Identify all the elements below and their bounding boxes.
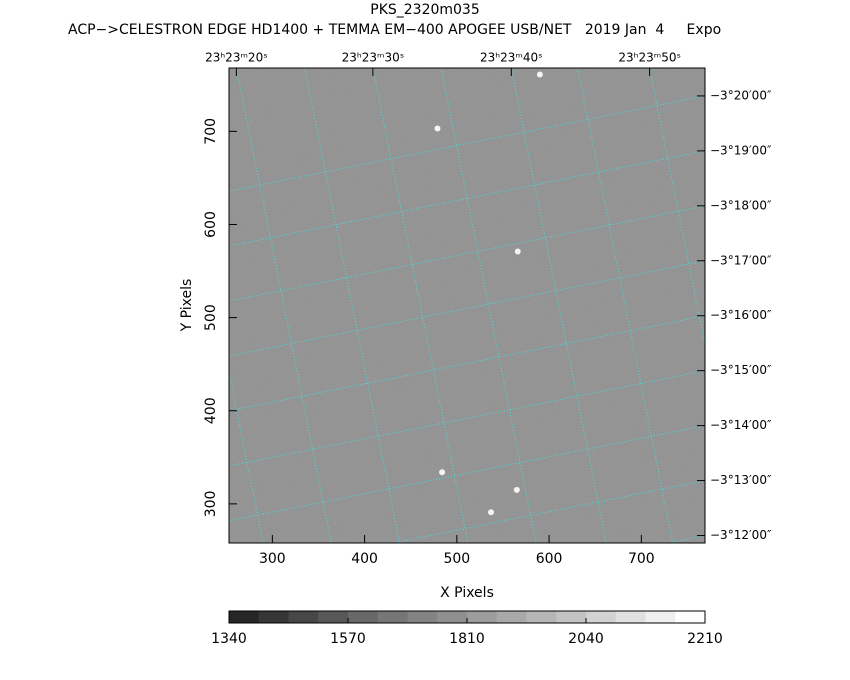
colorbar-segment — [348, 611, 379, 623]
x-tick-label: 700 — [628, 551, 655, 567]
ra-minor-grid-line — [32, 68, 127, 543]
colorbar-segment — [318, 611, 349, 623]
colorbar-segment — [496, 611, 527, 623]
source — [513, 486, 520, 493]
ra-tick-label: 23ʰ23ᵐ40ˢ — [480, 51, 543, 65]
colorbar-segment — [615, 611, 646, 623]
colorbar-segment — [526, 611, 557, 623]
colorbar-tick-label: 2040 — [568, 631, 604, 647]
colorbar-segment — [556, 611, 587, 623]
image-noise — [229, 68, 705, 543]
x-tick-label: 400 — [351, 551, 378, 567]
ra-minor-grid-line — [714, 68, 809, 543]
ra-tick-label: 23ʰ23ᵐ30ˢ — [342, 51, 405, 65]
dec-tick-label: −3°17′00″ — [710, 253, 772, 267]
chart-title: PKS_2320m035 — [370, 2, 480, 18]
ra-tick-label: 23ʰ23ᵐ20ˢ — [205, 51, 268, 65]
grid — [32, 68, 809, 543]
source — [487, 509, 494, 516]
x-tick-label: 300 — [259, 551, 286, 567]
dec-tick-label: −3°13′00″ — [710, 473, 772, 487]
y-axis-label: Y Pixels — [179, 279, 195, 333]
dec-tick-label: −3°15′00″ — [710, 363, 772, 377]
colorbar-segment — [229, 611, 260, 623]
dec-tick-label: −3°12′00″ — [710, 528, 772, 542]
x-tick-label: 600 — [536, 551, 563, 567]
dec-tick-label: −3°20′00″ — [710, 88, 772, 102]
y-tick-label: 400 — [203, 397, 219, 424]
x-tick-label: 500 — [443, 551, 470, 567]
y-tick-label: 600 — [203, 211, 219, 238]
source — [439, 469, 446, 476]
dec-tick-label: −3°19′00″ — [710, 143, 772, 157]
y-tick-label: 500 — [203, 304, 219, 331]
plot-frame — [228, 67, 706, 544]
colorbar-segment — [407, 611, 438, 623]
source — [434, 125, 441, 132]
colorbar-segment — [467, 611, 498, 623]
source — [536, 71, 543, 78]
colorbar-tick-label: 1340 — [211, 631, 247, 647]
x-axis-label: X Pixels — [440, 585, 494, 601]
colorbar-tick-label: 1810 — [449, 631, 485, 647]
colorbar-segment — [586, 611, 617, 623]
colorbar-segment — [645, 611, 676, 623]
dec-tick-label: −3°14′00″ — [710, 418, 772, 432]
source — [514, 248, 521, 255]
ra-tick-label: 23ʰ23ᵐ50ˢ — [618, 51, 681, 65]
colorbar-segment — [437, 611, 468, 623]
dec-tick-label: −3°16′00″ — [710, 308, 772, 322]
colorbar-segment — [377, 611, 408, 623]
colorbar-segment — [675, 611, 706, 623]
colorbar-tick-label: 2210 — [687, 631, 723, 647]
chart-subtitle: ACP−>CELESTRON EDGE HD1400 + TEMMA EM−40… — [68, 22, 721, 38]
colorbar-tick-label: 1570 — [330, 631, 366, 647]
y-tick-label: 700 — [203, 118, 219, 145]
dec-tick-label: −3°18′00″ — [710, 198, 772, 212]
colorbar-segment — [258, 611, 289, 623]
colorbar-segment — [288, 611, 319, 623]
y-tick-label: 300 — [203, 491, 219, 518]
